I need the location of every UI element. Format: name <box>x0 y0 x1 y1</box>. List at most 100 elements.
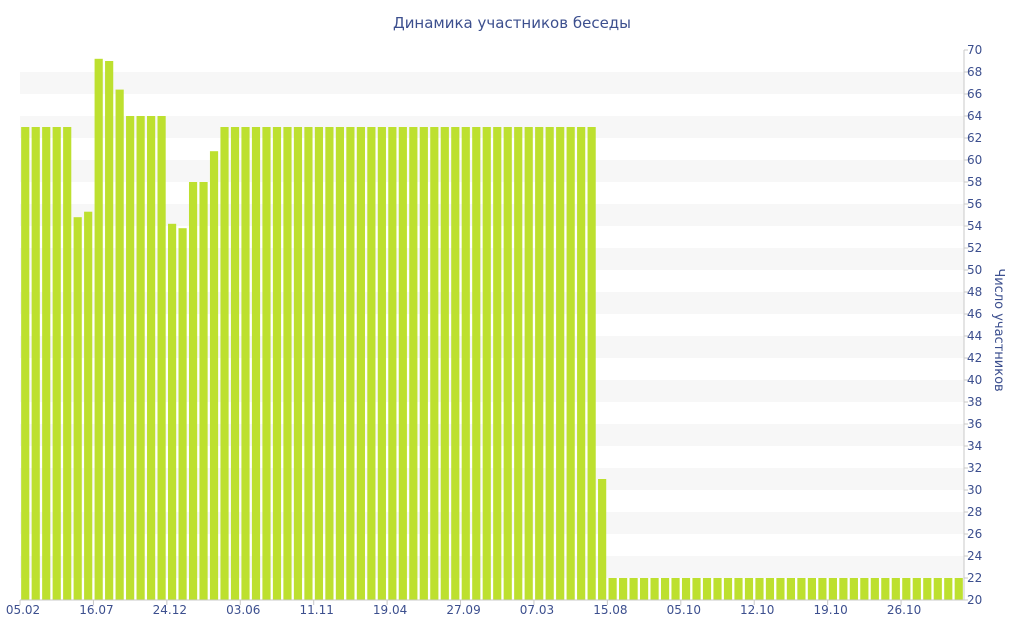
x-tick-label: 03.06 <box>226 603 260 617</box>
y-tick-label: 46 <box>967 307 982 321</box>
bar <box>692 578 701 600</box>
y-tick-label: 66 <box>967 87 982 101</box>
bar <box>84 211 93 600</box>
bar <box>73 217 82 600</box>
bar <box>881 578 890 600</box>
bar <box>304 127 313 600</box>
chart-title: Динамика участников беседы <box>393 14 631 32</box>
bars-group <box>21 58 963 601</box>
bar <box>335 127 344 600</box>
bar <box>230 127 240 600</box>
bar <box>849 578 858 600</box>
bar <box>870 578 879 600</box>
bar <box>356 127 365 600</box>
x-tick-label: 05.10 <box>667 603 701 617</box>
bar <box>346 127 355 600</box>
bar <box>629 578 638 600</box>
bar <box>283 127 292 600</box>
bar <box>902 578 911 600</box>
x-tick-label: 11.11 <box>300 603 334 617</box>
bar <box>650 578 659 600</box>
bar <box>566 127 575 600</box>
bar <box>681 578 691 600</box>
bar <box>451 127 460 600</box>
bar <box>944 578 953 600</box>
y-tick-label: 28 <box>967 505 982 519</box>
bar <box>199 182 208 600</box>
y-tick-label: 26 <box>967 527 982 541</box>
y-tick-labels: 20 22 24 26 28 30 32 34 36 38 40 42 44 46 48 50 52 54 56 58… <box>964 43 982 607</box>
bar <box>325 127 334 600</box>
x-tick-label: 12.10 <box>740 603 774 617</box>
y-tick-label: 58 <box>967 175 982 189</box>
y-tick-label: 30 <box>967 483 982 497</box>
x-tick-label: 24.12 <box>153 603 187 617</box>
bar <box>933 578 942 600</box>
bar <box>115 89 124 600</box>
bar <box>136 116 145 600</box>
y-tick-label: 52 <box>967 241 982 255</box>
bar <box>293 127 303 600</box>
bar <box>31 127 40 600</box>
y-tick-label: 60 <box>967 153 982 167</box>
y-tick-label: 22 <box>967 571 982 585</box>
bar <box>220 127 229 600</box>
bar <box>377 127 386 600</box>
bar <box>524 127 533 600</box>
bar <box>671 578 680 600</box>
bar <box>209 151 219 600</box>
bar <box>126 116 135 600</box>
bar <box>461 127 470 600</box>
bar <box>21 127 30 600</box>
y-tick-label: 32 <box>967 461 982 475</box>
x-tick-label: 07.03 <box>520 603 554 617</box>
bar <box>660 578 670 600</box>
bar <box>440 127 449 600</box>
bar <box>157 116 166 600</box>
bar <box>419 127 428 600</box>
bar <box>472 127 481 600</box>
bar <box>713 578 722 600</box>
bar <box>797 578 806 600</box>
y-tick-label: 62 <box>967 131 982 145</box>
y-tick-label: 54 <box>967 219 982 233</box>
bar <box>262 127 271 600</box>
bar <box>535 127 544 600</box>
axes-group <box>20 50 965 601</box>
bar <box>503 127 512 600</box>
bar <box>94 58 103 601</box>
bar <box>514 127 523 600</box>
bar <box>272 127 282 600</box>
y-axis-label: Число участников <box>991 268 1006 391</box>
y-tick-label: 70 <box>967 43 982 57</box>
bar <box>577 127 586 600</box>
bar <box>755 578 764 600</box>
bar <box>954 578 963 600</box>
bar <box>786 578 796 600</box>
y-tick-label: 50 <box>967 263 982 277</box>
y-tick-label: 20 <box>967 593 982 607</box>
bar <box>168 223 177 601</box>
bar <box>482 127 491 600</box>
x-tick-label: 26.10 <box>887 603 921 617</box>
bar <box>241 127 250 600</box>
bar <box>178 228 187 600</box>
grid-band <box>20 72 964 94</box>
bar <box>839 578 848 600</box>
bar <box>587 127 596 600</box>
bar <box>776 578 785 600</box>
bar <box>188 182 198 600</box>
x-tick-label: 19.04 <box>373 603 407 617</box>
bar <box>608 578 617 600</box>
bar <box>105 61 114 600</box>
bar <box>398 127 407 600</box>
bar <box>640 578 649 600</box>
bar <box>744 578 754 600</box>
y-tick-label: 42 <box>967 351 982 365</box>
bar <box>147 116 156 600</box>
bar <box>598 479 607 600</box>
bar <box>388 127 397 600</box>
y-tick-label: 56 <box>967 197 982 211</box>
bar <box>860 578 869 600</box>
